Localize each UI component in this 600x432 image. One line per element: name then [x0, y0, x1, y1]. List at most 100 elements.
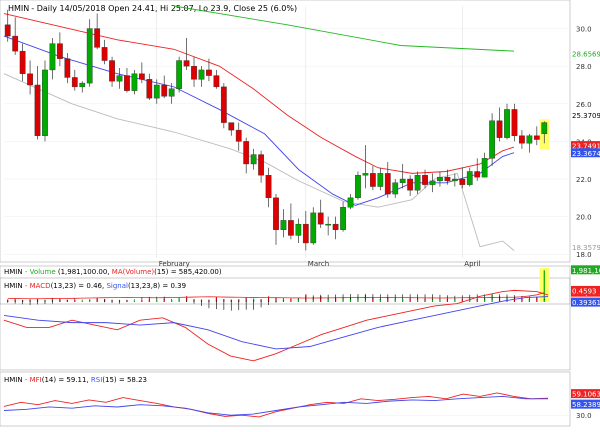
volume-title: HMIN - Volume (1,981,100.00, MA(Volume)(…: [4, 268, 222, 276]
macd-value-label: 0.393617: [572, 299, 600, 307]
title-part: MA(Volume): [112, 268, 155, 276]
price-panel-frame: [0, 0, 571, 263]
candle-body: [384, 173, 391, 195]
price-tick-label: 30.0: [576, 26, 592, 34]
price-panel: 30.028.026.024.022.020.018.0FebruaryMarc…: [3, 5, 600, 268]
month-label: March: [308, 260, 329, 268]
candle-body: [280, 220, 287, 230]
candle-body: [273, 197, 279, 230]
month-label: April: [464, 260, 480, 268]
candle-body: [131, 73, 138, 91]
candle-body: [519, 135, 525, 144]
candle-body: [310, 212, 317, 244]
title-part: - MFI: [23, 376, 42, 384]
title-part: (13,23,8) = 0.39: [128, 282, 186, 290]
mfi-value-label: 58.2389: [572, 401, 600, 409]
price-value-label: 18.3579: [572, 244, 600, 252]
macd-value-label: 0.4593: [572, 287, 597, 295]
candle-body: [4, 24, 11, 37]
candle-body: [161, 84, 168, 97]
candle-body: [42, 69, 48, 136]
candle-body: [489, 120, 495, 159]
candle-body: [265, 175, 272, 199]
macd-panel: HMIN - MACD(13,23) = 0.46, Signal(13,23,…: [3, 282, 600, 362]
title-part: HMIN: [4, 268, 23, 276]
candle-body: [49, 43, 56, 71]
price-value-label: 23.7491: [572, 143, 600, 151]
mfi-title: HMIN - MFI(14) = 59.11, RSI(15) = 58.23: [4, 376, 147, 384]
macd-title: HMIN - MACD(13,23) = 0.46, Signal(13,23,…: [4, 282, 186, 290]
candle-body: [109, 60, 115, 82]
moving-average-gray: [3, 73, 515, 251]
candle-body: [220, 86, 227, 123]
candle-body: [295, 223, 302, 236]
candle-body: [526, 135, 533, 144]
chart-header: HMIN - Daily 14/05/2018 Open 24.41, Hi 25…: [8, 4, 297, 13]
candle-body: [64, 58, 71, 78]
title-part: (14) = 59.11,: [42, 376, 91, 384]
candle-body: [86, 28, 93, 84]
candle-body: [94, 28, 101, 48]
candle-body: [332, 223, 339, 230]
candle-body: [533, 135, 540, 140]
moving-average-green: [173, 5, 515, 52]
title-part: (1,981,100.00,: [56, 268, 112, 276]
candle-body: [459, 178, 466, 185]
candle-body: [481, 158, 488, 178]
candle-body: [437, 176, 443, 182]
macd-panel-frame: [0, 277, 571, 371]
macd-label-box: [571, 285, 600, 295]
title-part: HMIN: [4, 376, 23, 384]
mfi-label-box: [571, 389, 600, 399]
candle-body: [101, 47, 108, 61]
title-part: (15) = 58.23: [102, 376, 147, 384]
volume-label-box: [571, 265, 600, 275]
candle-body: [258, 154, 264, 176]
candle-body: [206, 69, 212, 76]
title-part: Signal: [106, 282, 128, 290]
price-tick-label: 20.0: [576, 214, 592, 222]
title-part: RSI: [91, 376, 102, 384]
candle-body: [444, 176, 451, 182]
price-value-label: 23.3674: [572, 150, 600, 158]
candle-body: [153, 84, 160, 99]
candle-body: [541, 122, 548, 134]
candle-body: [183, 60, 190, 67]
price-label-box: [571, 141, 600, 151]
candle-body: [213, 75, 220, 88]
candle-body: [235, 129, 242, 142]
candle-body: [250, 154, 257, 165]
candle-body: [347, 197, 354, 208]
rsi-line: [3, 395, 548, 416]
price-value-label: 28.6569: [572, 50, 600, 58]
candle-body: [71, 77, 78, 88]
candle-body: [168, 88, 175, 97]
candle-body: [422, 175, 428, 185]
candle-body: [474, 171, 481, 178]
candle-body: [228, 122, 235, 131]
candle-body: [198, 69, 205, 80]
mfi-tick-label: 30.0: [576, 412, 592, 420]
title-part: - Volume: [23, 268, 56, 276]
mfi-line: [3, 392, 549, 418]
mfi-panel-frame: [0, 371, 571, 427]
price-tick-label: 26.0: [576, 101, 592, 109]
candle-body: [34, 84, 41, 136]
candle-body: [124, 75, 130, 91]
candle-body: [243, 141, 250, 165]
month-label: February: [159, 260, 190, 268]
candle-body: [377, 173, 384, 187]
candle-body: [27, 73, 33, 86]
price-tick-label: 18.0: [576, 251, 592, 259]
candle-body: [191, 65, 197, 80]
macd-label-box: [571, 297, 600, 307]
mfi-label-box: [571, 399, 600, 409]
candle-body: [12, 35, 19, 52]
signal-line: [3, 296, 549, 350]
candle-body: [317, 212, 324, 225]
candle-body: [414, 175, 421, 191]
title-part: HMIN: [4, 282, 23, 290]
title-part: (13,23) = 0.46,: [51, 282, 107, 290]
candle-body: [511, 109, 518, 136]
candle-body: [138, 73, 145, 80]
